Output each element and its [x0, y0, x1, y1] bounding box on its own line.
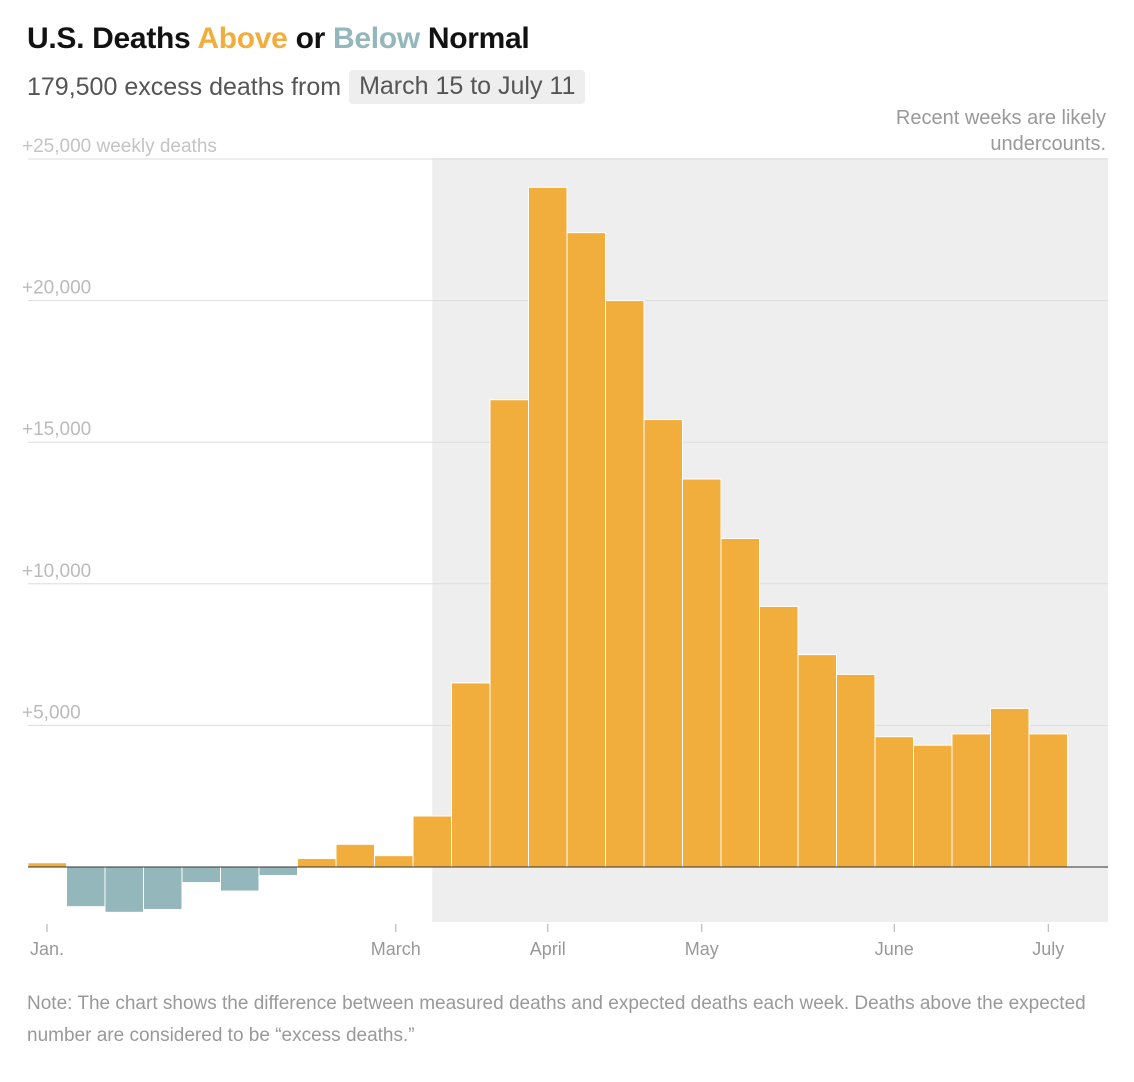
bar — [874, 736, 914, 868]
bar — [374, 855, 414, 868]
bar — [412, 815, 452, 868]
bar — [1028, 733, 1068, 868]
y-tick-label: +5,000 — [22, 702, 81, 723]
x-tick-label: Jan. — [30, 939, 64, 959]
x-tick-label: March — [371, 939, 421, 959]
bar — [643, 419, 683, 868]
title-middle: or — [287, 22, 334, 55]
bar — [181, 866, 221, 884]
title-suffix: Normal — [419, 22, 530, 55]
bar — [797, 654, 837, 868]
bar — [836, 673, 876, 868]
bar — [66, 866, 106, 908]
excess-deaths-chart: +25,000 weekly deaths +20,000 +15,000 +10,0… — [22, 107, 1108, 959]
bar — [720, 537, 760, 868]
bar — [528, 186, 568, 868]
bar — [143, 866, 183, 910]
bar — [297, 858, 337, 868]
annotation-line-1: Recent weeks are likely — [896, 107, 1106, 129]
title-prefix: U.S. Deaths — [27, 22, 198, 55]
bar — [258, 866, 298, 876]
bar — [104, 866, 144, 913]
bar — [220, 866, 260, 892]
bar — [682, 478, 722, 868]
bar — [990, 707, 1030, 868]
bar — [27, 862, 67, 868]
bar — [489, 399, 529, 868]
bar — [951, 733, 991, 868]
x-tick-label: June — [875, 939, 914, 959]
chart-title: U.S. Deaths Above or Below Normal — [27, 22, 530, 56]
y-tick-label: +15,000 — [22, 419, 91, 440]
title-below: Below — [333, 22, 420, 55]
bar — [605, 300, 645, 868]
bar — [913, 744, 953, 868]
chart-subtitle: 179,500 excess deaths from March 15 to J… — [27, 70, 586, 104]
x-tick-label: July — [1032, 939, 1064, 959]
bar — [759, 605, 799, 868]
subtitle-text: 179,500 excess deaths from — [27, 72, 342, 101]
y-tick-label: +25,000 weekly deaths — [22, 136, 217, 157]
x-tick-label: May — [685, 939, 719, 959]
y-tick-label: +10,000 — [22, 561, 91, 582]
annotation-line-2: undercounts. — [990, 133, 1106, 155]
y-tick-label: +20,000 — [22, 278, 91, 299]
chart-note: Note: The chart shows the difference bet… — [27, 993, 1086, 1046]
title-above: Above — [197, 22, 288, 55]
x-tick-label: April — [530, 939, 566, 959]
bar — [335, 843, 375, 868]
bar — [566, 232, 606, 868]
bar — [451, 682, 491, 868]
date-range-badge[interactable]: March 15 to July 11 — [349, 70, 586, 104]
